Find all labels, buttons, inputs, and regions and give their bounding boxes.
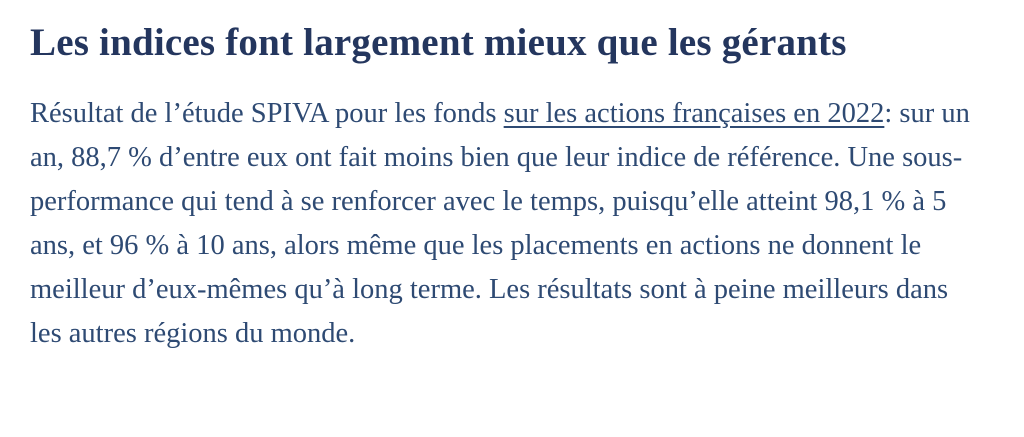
article-title: Les indices font largement mieux que les… <box>30 21 847 64</box>
paragraph-text-before-link: Résultat de l’étude SPIVA pour les fonds <box>30 98 504 130</box>
paragraph-text-after-link: : sur un an, 88,7 % d’entre eux ont fait… <box>30 98 970 350</box>
spiva-study-link[interactable]: sur les actions françaises en 2022 <box>503 98 885 130</box>
article-paragraph: Résultat de l’étude SPIVA pour les fonds… <box>30 92 978 356</box>
article-section: Les indices font largement mieux que les… <box>30 21 978 356</box>
